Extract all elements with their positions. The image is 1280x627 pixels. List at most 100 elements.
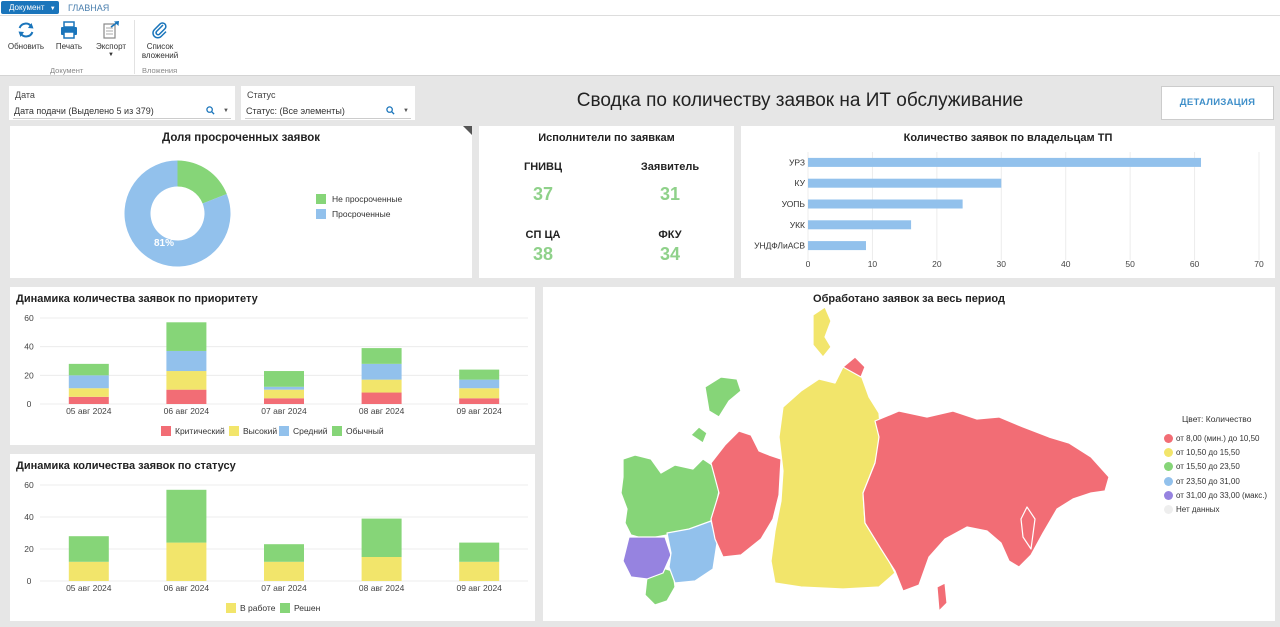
x-category-label: 09 авг 2024 [456,583,502,593]
map-region[interactable] [936,582,948,612]
x-tick-label: 20 [932,259,942,269]
x-category-label: 05 авг 2024 [66,583,112,593]
search-icon[interactable] [206,106,215,115]
y-tick-label: 60 [24,313,34,323]
donut-slice [124,160,231,267]
stacked-bar-segment [459,379,500,389]
group-label-attachments: Вложения [142,66,178,75]
refresh-button[interactable]: Обновить [6,20,46,51]
x-tick-label: 10 [868,259,878,269]
x-tick-label: 50 [1125,259,1135,269]
map-legend-swatch [1164,434,1173,443]
stacked-bar-segment [459,398,500,404]
map-legend-label: от 31,00 до 33,00 (макс.) [1176,490,1268,500]
map-region[interactable] [862,410,1110,592]
priority-stacked-chart: 0 20 40 60 05 авг 2024 06 авг 2024 07 авг 2024… [24,313,528,436]
stacked-bar-segment [68,363,109,376]
executors-title: Исполнители по заявкам [538,132,675,144]
legend-label: В работе [240,603,276,613]
ribbon-separator [134,20,135,74]
x-tick-label: 0 [806,259,811,269]
donut-slice [177,160,227,204]
export-button[interactable]: Экспорт ▼ [92,20,130,59]
stacked-bar-segment [264,386,304,390]
map-legend-label: от 8,00 (мин.) до 10,50 [1176,434,1260,443]
date-filter-label: Дата [15,90,35,100]
map-region[interactable] [842,356,866,378]
legend-swatch [316,194,326,204]
legend-label: Высокий [243,426,277,436]
stacked-bar-segment [166,322,207,351]
stacked-bar-segment [68,396,109,404]
x-category-label: 08 авг 2024 [359,406,405,416]
detail-button[interactable]: ДЕТАЛИЗАЦИЯ [1161,86,1274,120]
map-region[interactable] [666,520,718,584]
attachments-list-button[interactable]: Список вложений [138,20,182,60]
attachments-label-line1: Список [146,42,174,51]
chevron-down-icon: ▼ [108,52,114,58]
top-bar: Документ ▼ ГЛАВНАЯ [0,0,1280,16]
executor-name-applicant: Заявитель [640,161,700,173]
map-region[interactable] [622,536,672,580]
legend-swatch [161,426,171,436]
chevron-down-icon[interactable]: ▼ [403,108,409,114]
date-filter-input[interactable]: Дата подачи (Выделено 5 из 379) ▼ [13,103,231,119]
caret-down-icon: ▼ [49,6,56,12]
date-filter-value: Дата подачи (Выделено 5 из 379) [14,106,154,116]
stacked-bar-segment [264,561,304,581]
executor-value-applicant: 31 [659,184,681,204]
map-legend-item: от 23,50 до 31,00 [1164,476,1240,486]
paperclip-icon [152,22,167,39]
executor-name-sp-ca: СП ЦА [525,229,561,241]
y-tick-label: 20 [24,370,34,380]
y-tick-label: 0 [27,576,32,586]
stacked-bar-segment [166,542,207,581]
map-legend-label: от 15,50 до 23,50 [1176,462,1240,472]
priority-chart-title: Динамика количества заявок по приоритету [16,293,258,305]
bar [808,157,1202,167]
x-tick-label: 30 [997,259,1007,269]
y-category-label: УОПЬ [782,199,806,209]
stacked-bar-segment [264,389,304,399]
group-label-document: Документ [50,66,84,75]
chevron-down-icon[interactable]: ▼ [223,108,229,114]
stacked-bar-segment [459,542,500,562]
status-filter-value: Статус: (Все элементы) [246,106,345,116]
map-legend-item: от 10,50 до 15,50 [1164,447,1240,458]
stacked-bar-segment [166,371,207,390]
legend-swatch [229,426,239,436]
owners-panel: Количество заявок по владельцам ТП 0 10 20… [741,126,1275,278]
map-legend-swatch [1164,476,1173,486]
search-icon[interactable] [386,106,395,115]
refresh-icon [18,22,34,38]
stacked-bar-segment [264,544,304,562]
printer-icon [61,21,77,39]
map-title: Обработано заявок за весь период [813,293,1005,305]
map-region[interactable] [690,426,708,444]
map-region[interactable] [812,306,832,358]
legend-swatch [226,603,236,613]
status-filter-label: Статус [247,90,276,100]
x-category-label: 07 авг 2024 [261,583,307,593]
stacked-bar-segment [459,561,500,581]
bar [808,241,866,251]
map-region[interactable] [704,376,742,418]
status-filter-input[interactable]: Статус: (Все элементы) ▼ [245,103,411,119]
russia-regions-map [620,306,1110,612]
x-tick-label: 60 [1190,259,1200,269]
document-menu-button[interactable]: Документ ▼ [1,1,59,14]
x-category-label: 07 авг 2024 [261,406,307,416]
tab-main[interactable]: ГЛАВНАЯ [68,3,110,13]
print-button[interactable]: Печать [52,20,86,51]
map-region[interactable] [710,430,782,558]
y-tick-label: 40 [24,512,34,522]
map-region[interactable] [1020,506,1036,550]
stacked-bar-segment [459,388,500,399]
legend-label: Не просроченные [332,194,403,204]
refresh-label: Обновить [7,42,45,51]
bar [808,178,1002,188]
x-category-label: 06 авг 2024 [164,583,210,593]
legend-label: Критический [175,426,225,436]
overdue-panel: Доля просроченных заявок 81% Не просроче… [10,126,472,278]
stacked-bar-segment [166,389,207,404]
